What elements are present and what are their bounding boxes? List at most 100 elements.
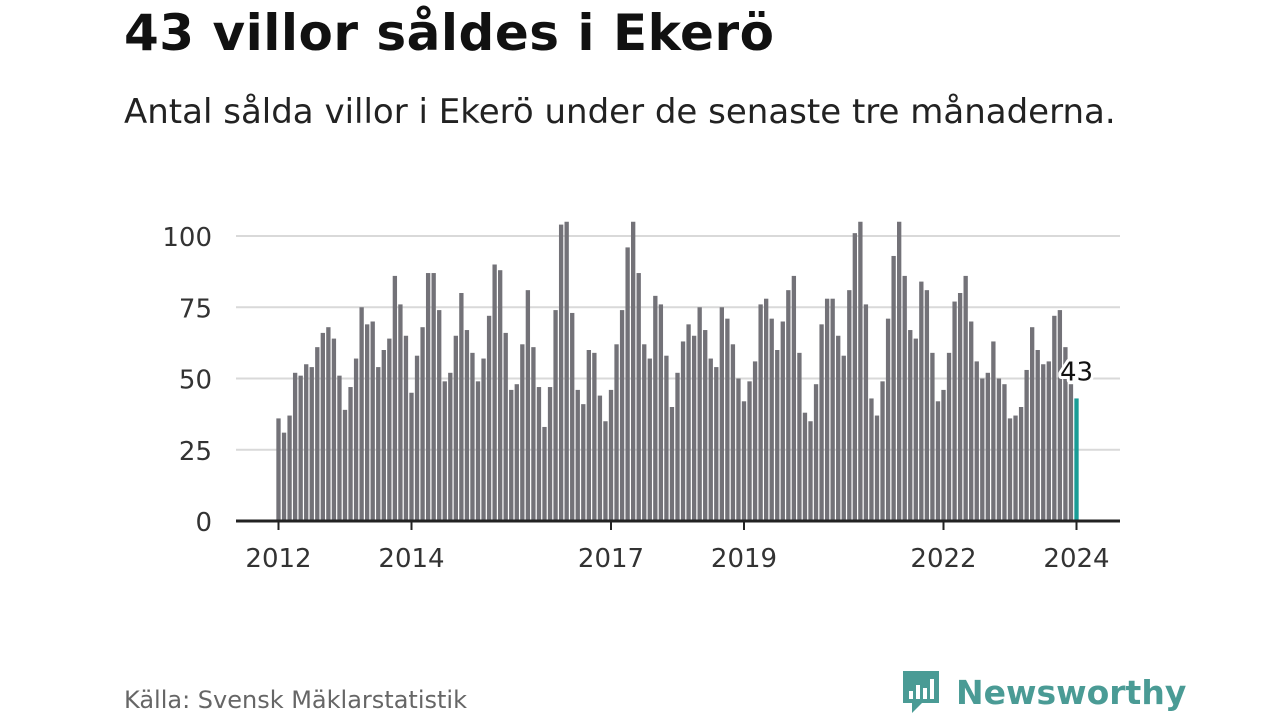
bar [725,318,730,521]
bar-chart: 0 25 50 75 100 2012 2014 2017 2019 2022 2024 43 [162,221,1120,574]
bar [1002,384,1007,521]
bar [1035,350,1040,521]
bar [1041,364,1046,521]
source-note: Källa: Svensk Mäklarstatistik [124,686,467,714]
bar [1057,310,1063,521]
bar [531,347,536,521]
bar [514,384,519,521]
bar [326,327,331,521]
newsworthy-logo-icon [903,671,939,713]
bar [897,221,902,521]
bar [392,275,398,521]
bar [708,358,713,521]
bar-highlight [1074,398,1079,521]
bar [985,372,990,521]
chart-title: 43 villor såldes i Ekerö [124,4,775,62]
bar [830,298,835,521]
bar [453,335,458,521]
bar [558,224,564,521]
bar [586,350,591,521]
bar [370,321,375,521]
bar [1052,315,1057,521]
bar [669,407,675,521]
bar [431,273,436,521]
bar [304,364,309,521]
bar [880,381,885,521]
bar [542,426,547,521]
bar [719,307,724,521]
y-tick-label: 0 [195,508,212,538]
bar [376,367,381,521]
x-tick-label: 2022 [910,544,976,574]
bar [974,361,979,521]
bar [1030,327,1035,521]
bar [470,352,475,521]
bar [287,415,292,521]
bar [459,293,464,521]
brand-name: Newsworthy [956,672,1187,712]
bar [492,264,497,521]
bar [365,324,370,521]
bar [1063,347,1068,521]
bar [802,412,808,521]
bar [935,401,941,521]
bar [608,389,614,521]
bar [813,384,819,521]
y-tick-label: 25 [179,437,212,467]
bar [342,409,348,521]
bar [581,404,586,521]
bar [520,344,525,521]
bar [625,247,630,521]
bar [769,318,774,521]
bar [885,318,891,521]
bar [276,418,281,521]
annotations: 43 [1057,354,1096,390]
bar [420,327,425,521]
bar [852,233,857,521]
bar [741,401,747,521]
bar [536,387,542,521]
bar [714,367,719,521]
chart-subtitle: Antal sålda villor i Ekerö under de sena… [124,92,1116,132]
bar [703,330,708,521]
bar [1018,407,1024,521]
bar [425,273,431,521]
bar [991,341,996,521]
bar [353,358,359,521]
y-tick-label: 75 [179,294,212,324]
bar [292,372,298,521]
x-tick-label: 2014 [378,544,444,574]
bar [791,275,797,521]
bar [836,335,841,521]
x-axis-ticks: 2012 2014 2017 2019 2022 2024 [245,521,1110,574]
bar [858,221,863,521]
bar [758,304,763,521]
bar [509,389,514,521]
bar [592,352,597,521]
bar [680,341,686,521]
bar [647,358,652,521]
bar [298,375,303,521]
bar [448,372,453,521]
bar [913,338,918,521]
bar [481,358,486,521]
y-axis-ticks: 0 25 50 75 100 [162,223,212,538]
bar [752,361,758,521]
bar [636,273,641,521]
bar [957,293,963,521]
y-tick-label: 100 [162,223,212,253]
bar [547,387,553,521]
bar [475,381,481,521]
bar [946,352,952,521]
bar [564,221,569,521]
x-tick-label: 2017 [578,544,644,574]
bar [1024,369,1029,521]
bar [736,378,741,521]
bar [1068,384,1074,521]
bar [403,335,409,521]
bar [642,344,647,521]
bar [841,355,846,521]
bar [437,310,442,521]
highlight-value-label: 43 [1060,357,1093,387]
bar [952,301,957,521]
